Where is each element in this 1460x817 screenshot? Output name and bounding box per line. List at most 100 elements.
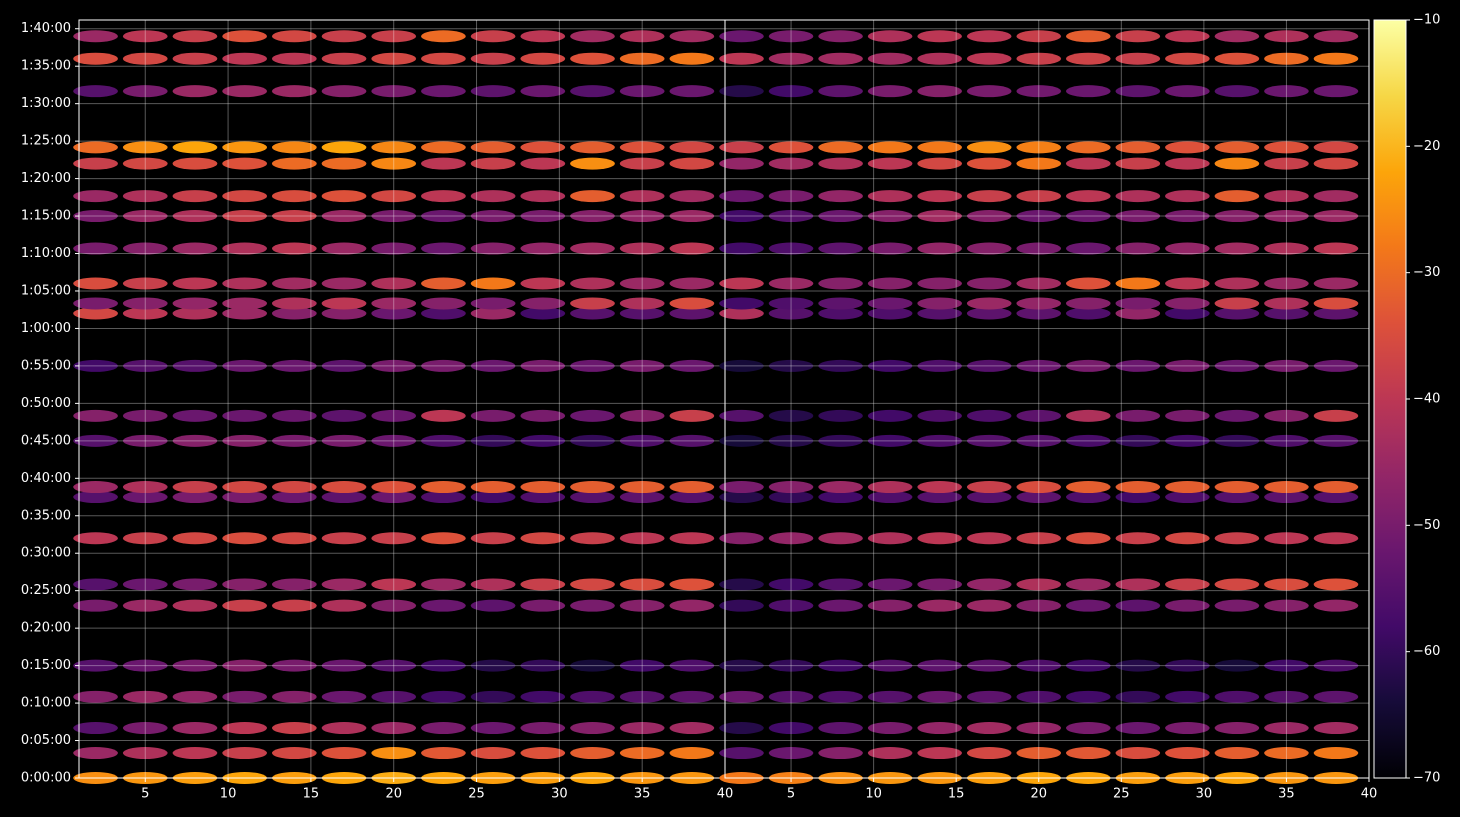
cell: [1115, 747, 1161, 760]
cell: [73, 481, 118, 494]
cell: [1165, 409, 1210, 422]
cell: [719, 157, 764, 170]
cell: [867, 277, 913, 290]
cell: [1016, 578, 1062, 591]
cell: [421, 747, 466, 760]
cell: [271, 722, 317, 735]
cell: [321, 52, 367, 65]
cell: [73, 491, 118, 504]
cell: [271, 747, 317, 760]
cell: [619, 747, 665, 760]
cell: [917, 242, 962, 255]
colorbar-tick-label: −10: [1413, 13, 1440, 28]
cell: [570, 434, 615, 447]
panel: [719, 30, 1359, 784]
cell: [917, 141, 962, 154]
cell: [570, 747, 615, 760]
cell: [1115, 190, 1161, 203]
cell: [172, 722, 218, 735]
cell: [222, 85, 268, 98]
cell: [222, 307, 268, 320]
cell: [570, 307, 615, 320]
cell: [271, 157, 317, 170]
cell: [917, 747, 962, 760]
x-tick-label: 40: [717, 787, 734, 802]
cell: [966, 491, 1012, 504]
cell: [768, 52, 814, 65]
cell: [719, 30, 764, 43]
cell: [768, 359, 814, 372]
cell: [421, 297, 466, 310]
cell: [321, 297, 367, 310]
cell: [421, 659, 466, 672]
cell: [917, 599, 962, 612]
cell: [719, 599, 764, 612]
cell: [1165, 141, 1210, 154]
cell: [867, 359, 913, 372]
cell: [619, 659, 665, 672]
cell: [1165, 307, 1210, 320]
cell: [570, 491, 615, 504]
cell: [222, 434, 268, 447]
cell: [1115, 434, 1161, 447]
cell: [867, 297, 913, 310]
cell: [271, 85, 317, 98]
cell: [73, 157, 118, 170]
cell: [867, 434, 913, 447]
cell: [1065, 307, 1111, 320]
cell: [917, 157, 962, 170]
cell: [371, 307, 417, 320]
cell: [818, 210, 863, 223]
cell: [222, 141, 268, 154]
cell: [619, 532, 665, 545]
x-tick-label: 25: [1113, 787, 1130, 802]
cell: [966, 532, 1012, 545]
cell: [1065, 190, 1111, 203]
cell: [768, 578, 814, 591]
cell: [172, 532, 218, 545]
cell: [122, 30, 168, 43]
cell: [1016, 307, 1062, 320]
cell: [321, 434, 367, 447]
cell: [867, 409, 913, 422]
cell: [421, 141, 466, 154]
cell: [520, 532, 566, 545]
cell: [917, 30, 962, 43]
cell: [1016, 532, 1062, 545]
cell: [619, 141, 665, 154]
cell: [1115, 532, 1161, 545]
cell: [1165, 85, 1210, 98]
cell: [470, 359, 516, 372]
x-tick-label: 10: [220, 787, 237, 802]
cell: [1065, 30, 1111, 43]
cell: [619, 210, 665, 223]
cell: [669, 599, 715, 612]
cell: [421, 578, 466, 591]
cell: [520, 359, 566, 372]
cell: [768, 85, 814, 98]
cell: [818, 190, 863, 203]
cell: [1016, 85, 1062, 98]
cell: [421, 722, 466, 735]
y-tick-label: 0:30:00: [21, 546, 71, 561]
cell: [966, 359, 1012, 372]
cell: [570, 481, 615, 494]
cell: [172, 242, 218, 255]
cell: [619, 359, 665, 372]
x-tick-label: 20: [1030, 787, 1047, 802]
cell: [1214, 747, 1260, 760]
cell: [122, 690, 168, 703]
cell: [520, 297, 566, 310]
cell: [867, 690, 913, 703]
cell: [172, 141, 218, 154]
cell: [1115, 52, 1161, 65]
cell: [1165, 297, 1210, 310]
cell: [966, 277, 1012, 290]
cell: [271, 277, 317, 290]
cell: [768, 690, 814, 703]
cell: [619, 277, 665, 290]
cell: [966, 85, 1012, 98]
cell: [1214, 532, 1260, 545]
cell: [421, 157, 466, 170]
cell: [768, 409, 814, 422]
